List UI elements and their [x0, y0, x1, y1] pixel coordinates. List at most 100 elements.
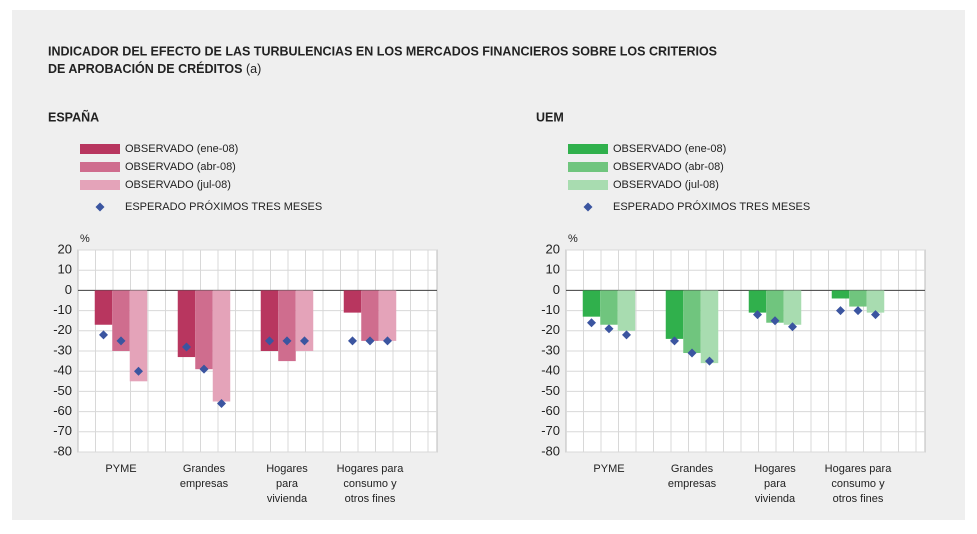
x-tick-label: empresas: [668, 478, 717, 490]
marker: [199, 364, 209, 374]
legend-label: OBSERVADO (abr-08): [125, 161, 236, 173]
legend-label: OBSERVADO (jul-08): [613, 179, 719, 191]
bar: [278, 290, 296, 362]
y-tick-label: -30: [541, 342, 560, 357]
marker: [670, 336, 679, 346]
marker: [770, 316, 780, 326]
y-axis-label: %: [80, 233, 90, 245]
x-tick-label: para: [276, 478, 299, 490]
marker: [871, 310, 880, 320]
marker: [604, 324, 614, 334]
legend-label: OBSERVADO (abr-08): [613, 161, 724, 173]
subtitle: UEM: [536, 110, 564, 124]
bar: [260, 290, 279, 351]
marker: [687, 348, 697, 358]
bar: [177, 290, 196, 358]
y-tick-label: -10: [541, 302, 560, 317]
x-tick-label: consumo y: [831, 478, 885, 490]
bar: [94, 290, 113, 325]
x-tick-label: otros fines: [833, 493, 884, 505]
x-tick-label: otros fines: [345, 493, 396, 505]
legend-label: OBSERVADO (jul-08): [125, 179, 231, 191]
legend-swatch: [80, 162, 120, 172]
x-tick-label: consumo y: [343, 478, 397, 490]
marker: [583, 202, 593, 212]
title-note: (a): [246, 62, 261, 76]
chart-title: INDICADOR DEL EFECTO DE LAS TURBULENCIAS…: [48, 44, 717, 58]
x-tick-label: Grandes: [671, 463, 714, 475]
bar: [665, 290, 684, 339]
y-tick-label: -20: [541, 322, 560, 337]
bar: [378, 290, 397, 341]
bar: [600, 290, 618, 325]
y-tick-label: -60: [53, 403, 72, 418]
y-tick-label: 20: [58, 241, 72, 256]
bar: [617, 290, 636, 331]
legend-label: OBSERVADO (ene-08): [613, 143, 726, 155]
marker: [705, 356, 714, 366]
y-tick-label: 0: [65, 282, 72, 297]
bar: [783, 290, 802, 325]
bar: [295, 290, 314, 351]
marker: [217, 399, 226, 409]
legend-label: OBSERVADO (ene-08): [125, 143, 238, 155]
x-tick-label: Hogares para: [337, 463, 405, 475]
y-tick-label: -80: [53, 443, 72, 458]
legend-swatch: [568, 162, 608, 172]
bar: [129, 290, 148, 382]
marker: [95, 202, 105, 212]
x-tick-label: vivienda: [267, 493, 308, 505]
legend-label: ESPERADO PRÓXIMOS TRES MESES: [125, 200, 322, 213]
x-tick-label: Hogares para: [825, 463, 893, 475]
bar: [748, 290, 767, 313]
bar: [582, 290, 601, 317]
legend-label: ESPERADO PRÓXIMOS TRES MESES: [613, 200, 810, 213]
y-tick-label: -80: [541, 443, 560, 458]
marker: [383, 336, 392, 346]
x-tick-label: vivienda: [755, 493, 796, 505]
bar: [112, 290, 130, 351]
bar: [343, 290, 362, 313]
chart-title-line2: DE APROBACIÓN DE CRÉDITOS (a): [48, 61, 261, 76]
y-tick-label: 0: [553, 282, 560, 297]
subtitle: ESPAÑA: [48, 109, 99, 124]
legend-swatch: [568, 180, 608, 190]
y-tick-label: 10: [58, 262, 72, 277]
marker: [348, 336, 357, 346]
y-axis-label: %: [568, 233, 578, 245]
marker: [182, 342, 191, 352]
bar: [831, 290, 850, 299]
x-tick-label: PYME: [105, 463, 136, 475]
bar: [849, 290, 867, 307]
y-tick-label: -50: [541, 383, 560, 398]
y-tick-label: -20: [53, 322, 72, 337]
y-tick-label: -10: [53, 302, 72, 317]
y-tick-label: 20: [546, 241, 560, 256]
marker: [365, 336, 375, 346]
bar: [361, 290, 379, 341]
marker: [753, 310, 762, 320]
marker: [134, 366, 143, 376]
marker: [622, 330, 631, 340]
marker: [587, 318, 596, 328]
bar: [195, 290, 213, 370]
bar: [766, 290, 784, 323]
x-tick-label: para: [764, 478, 787, 490]
marker: [788, 322, 797, 332]
y-tick-label: -40: [53, 363, 72, 378]
y-tick-label: -70: [53, 423, 72, 438]
x-tick-label: Grandes: [183, 463, 226, 475]
bar: [212, 290, 231, 402]
marker: [853, 306, 863, 316]
y-tick-label: 10: [546, 262, 560, 277]
y-tick-label: -40: [541, 363, 560, 378]
marker: [116, 336, 126, 346]
y-tick-label: -30: [53, 342, 72, 357]
bar: [866, 290, 885, 313]
marker: [265, 336, 274, 346]
marker: [300, 336, 309, 346]
x-tick-label: Hogares: [266, 463, 308, 475]
marker: [99, 330, 108, 340]
x-tick-label: Hogares: [754, 463, 796, 475]
